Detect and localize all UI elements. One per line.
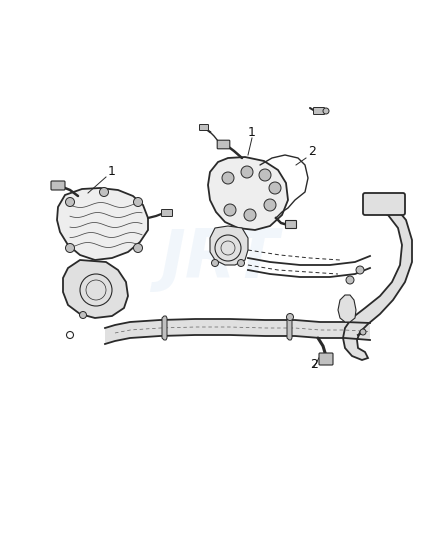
FancyBboxPatch shape <box>363 193 405 215</box>
Circle shape <box>264 199 276 211</box>
Circle shape <box>67 332 74 338</box>
Polygon shape <box>162 316 167 340</box>
Circle shape <box>356 266 364 274</box>
Text: 2: 2 <box>310 358 318 371</box>
Circle shape <box>224 204 236 216</box>
FancyBboxPatch shape <box>319 353 333 365</box>
FancyBboxPatch shape <box>51 181 65 190</box>
Circle shape <box>80 311 86 319</box>
Circle shape <box>269 182 281 194</box>
Circle shape <box>222 172 234 184</box>
Circle shape <box>286 313 293 320</box>
Text: 2: 2 <box>308 145 316 158</box>
Circle shape <box>259 169 271 181</box>
Circle shape <box>323 108 329 114</box>
Circle shape <box>134 244 142 253</box>
Circle shape <box>66 198 74 206</box>
Circle shape <box>212 260 219 266</box>
Circle shape <box>66 244 74 253</box>
FancyBboxPatch shape <box>199 125 208 131</box>
FancyBboxPatch shape <box>217 140 230 149</box>
Circle shape <box>346 276 354 284</box>
FancyBboxPatch shape <box>314 108 325 115</box>
Polygon shape <box>208 157 288 230</box>
Circle shape <box>244 209 256 221</box>
Polygon shape <box>338 295 356 322</box>
Text: 1: 1 <box>108 165 116 178</box>
FancyBboxPatch shape <box>162 209 173 216</box>
Circle shape <box>134 198 142 206</box>
Circle shape <box>241 166 253 178</box>
Polygon shape <box>210 226 248 265</box>
Polygon shape <box>105 319 370 344</box>
Polygon shape <box>343 203 412 360</box>
Circle shape <box>99 188 109 197</box>
Polygon shape <box>57 188 148 260</box>
Polygon shape <box>63 260 128 318</box>
Text: JRT: JRT <box>160 225 278 292</box>
Circle shape <box>360 329 366 335</box>
Circle shape <box>237 260 244 266</box>
FancyBboxPatch shape <box>286 221 297 229</box>
Polygon shape <box>287 316 292 340</box>
Text: 1: 1 <box>248 126 256 139</box>
